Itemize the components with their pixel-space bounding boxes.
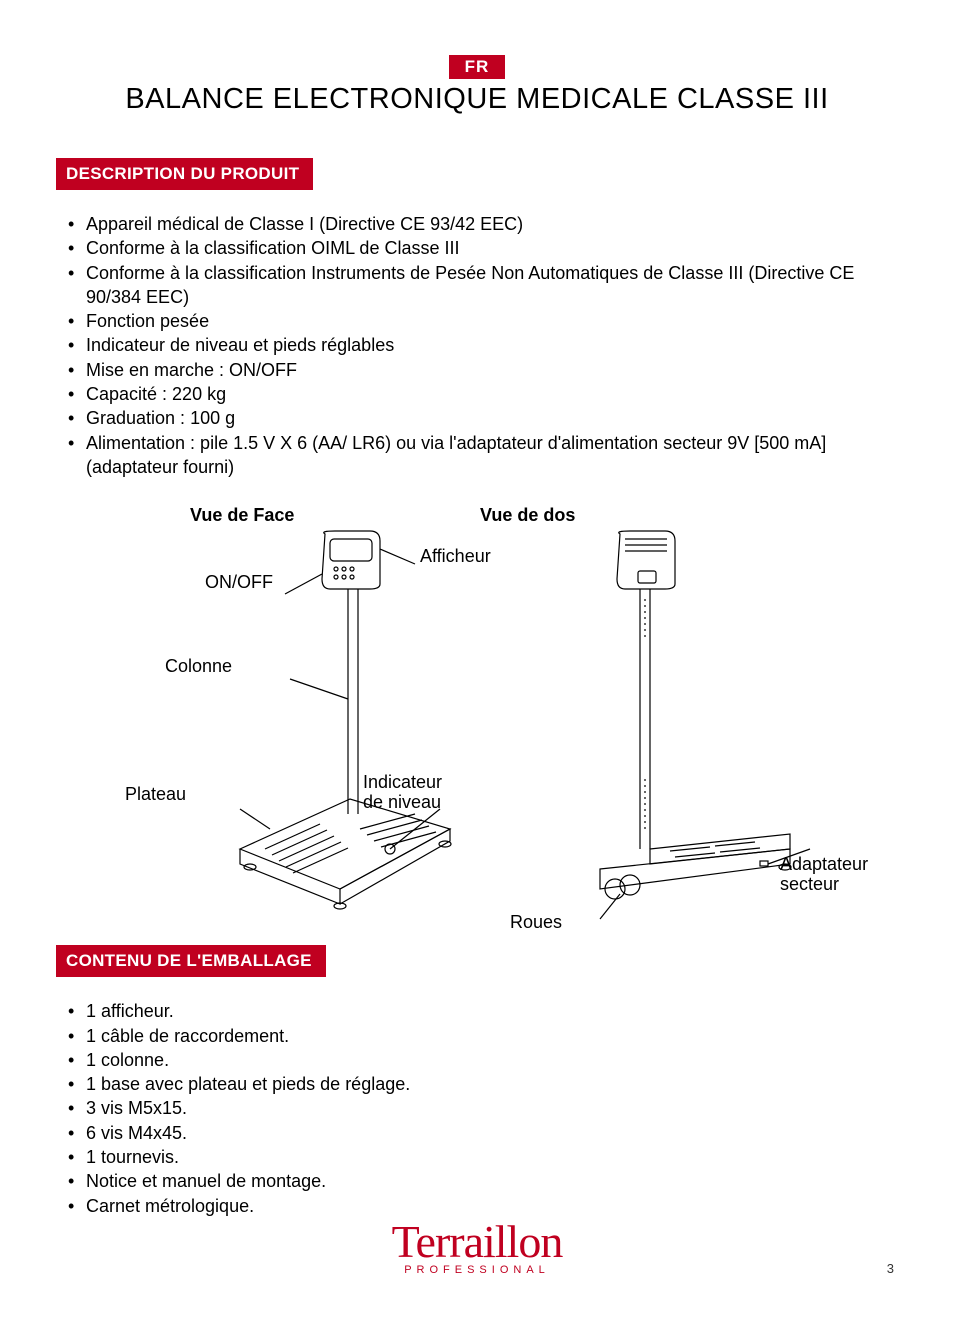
- diagram-back-title: Vue de dos: [480, 505, 575, 526]
- label-indicateur: Indicateur de niveau: [363, 773, 453, 813]
- list-item: Alimentation : pile 1.5 V X 6 (AA/ LR6) …: [68, 431, 894, 480]
- list-item: Fonction pesée: [68, 309, 894, 333]
- list-item: Capacité : 220 kg: [68, 382, 894, 406]
- page-title: BALANCE ELECTRONIQUE MEDICALE CLASSE III: [60, 83, 894, 116]
- brand-logo-sub: PROFESSIONAL: [0, 1264, 954, 1276]
- list-item: 1 câble de raccordement.: [68, 1024, 894, 1048]
- brand-logo-text: Terraillon: [0, 1215, 954, 1268]
- list-item: 1 tournevis.: [68, 1145, 894, 1169]
- list-item: Graduation : 100 g: [68, 406, 894, 430]
- list-item: 6 vis M4x45.: [68, 1121, 894, 1145]
- label-afficheur: Afficheur: [420, 547, 491, 567]
- list-item: Notice et manuel de montage.: [68, 1169, 894, 1193]
- section-heading-description: DESCRIPTION DU PRODUIT: [56, 158, 313, 190]
- label-roues: Roues: [510, 913, 562, 933]
- diagram-front-title: Vue de Face: [190, 505, 294, 526]
- page-number: 3: [887, 1261, 894, 1276]
- list-item: Indicateur de niveau et pieds réglables: [68, 333, 894, 357]
- brand-logo: Terraillon PROFESSIONAL: [0, 1215, 954, 1276]
- section-heading-contents: CONTENU DE L'EMBALLAGE: [56, 945, 326, 977]
- contents-list: 1 afficheur. 1 câble de raccordement. 1 …: [60, 999, 894, 1218]
- product-diagrams: Vue de Face Vue de dos: [60, 505, 894, 935]
- label-colonne: Colonne: [165, 657, 232, 677]
- description-list: Appareil médical de Classe I (Directive …: [60, 212, 894, 479]
- list-item: 1 base avec plateau et pieds de réglage.: [68, 1072, 894, 1096]
- list-item: Mise en marche : ON/OFF: [68, 358, 894, 382]
- list-item: 1 afficheur.: [68, 999, 894, 1023]
- list-item: Appareil médical de Classe I (Directive …: [68, 212, 894, 236]
- label-onoff: ON/OFF: [205, 573, 273, 593]
- list-item: 1 colonne.: [68, 1048, 894, 1072]
- language-badge: FR: [449, 55, 505, 79]
- list-item: Conforme à la classification OIML de Cla…: [68, 236, 894, 260]
- list-item: Conforme à la classification Instruments…: [68, 261, 894, 310]
- list-item: 3 vis M5x15.: [68, 1096, 894, 1120]
- label-plateau: Plateau: [125, 785, 186, 805]
- label-adaptateur: Adaptateur secteur: [780, 855, 890, 895]
